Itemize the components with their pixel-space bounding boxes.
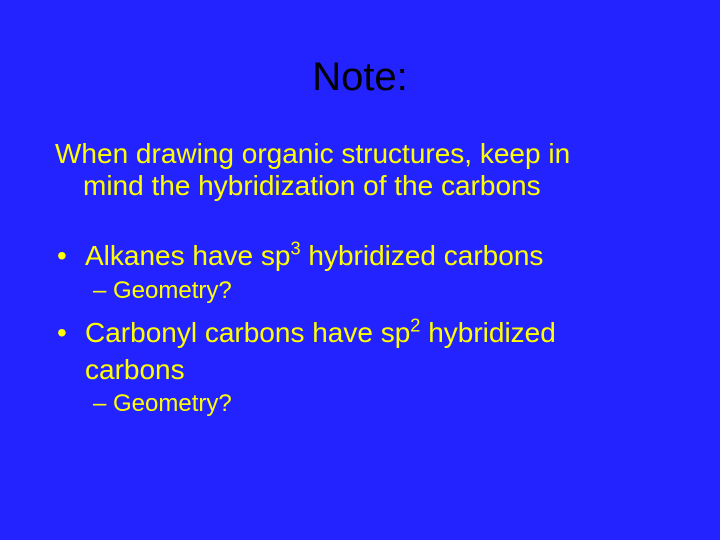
bullet-2-continuation: carbons — [55, 354, 665, 386]
bullet-list: Alkanes have sp3 hybridized carbons Geom… — [55, 240, 665, 418]
slide-title: Note: — [55, 55, 665, 100]
bullet-1-text-after: hybridized carbons — [301, 240, 544, 271]
bullet-2-superscript: 2 — [410, 316, 420, 336]
intro-line-2: mind the hybridization of the carbons — [55, 170, 665, 202]
bullet-2-text-before: Carbonyl carbons have sp — [85, 317, 410, 348]
intro-text: When drawing organic structures, keep in… — [55, 138, 665, 202]
bullet-item-1: Alkanes have sp3 hybridized carbons — [55, 240, 665, 272]
bullet-1-superscript: 3 — [290, 239, 300, 259]
bullet-item-2: Carbonyl carbons have sp2 hybridized — [55, 317, 665, 349]
bullet-2-text-after: hybridized — [420, 317, 555, 348]
slide-container: Note: When drawing organic structures, k… — [0, 0, 720, 540]
sub-item-2: Geometry? — [55, 390, 665, 419]
intro-line-1: When drawing organic structures, keep in — [55, 138, 665, 170]
bullet-1-text-before: Alkanes have sp — [85, 240, 290, 271]
sub-item-1: Geometry? — [55, 277, 665, 306]
